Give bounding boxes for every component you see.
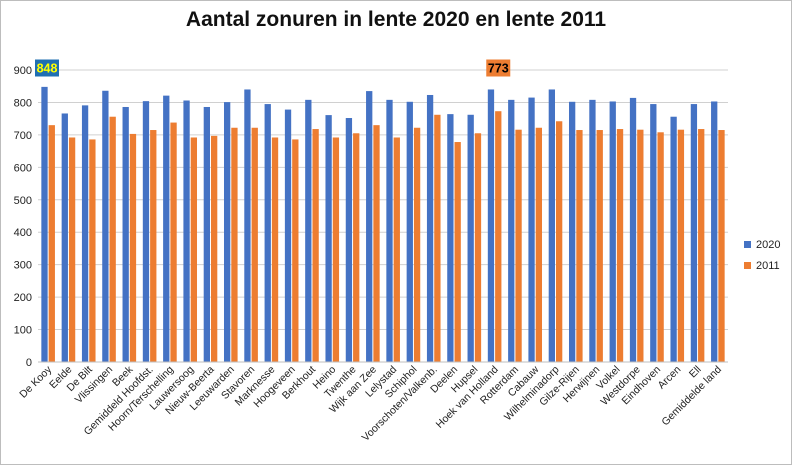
y-tick-label: 400 [14, 227, 32, 239]
bar-2020 [690, 104, 698, 363]
bar-2011 [332, 137, 340, 362]
bar-2011 [535, 127, 543, 362]
bar-2020 [183, 100, 190, 363]
bar-2020 [163, 95, 170, 363]
bar-2011 [353, 133, 360, 362]
bar-2020 [609, 101, 616, 363]
bar-2011 [292, 139, 299, 362]
bar-2011 [190, 137, 198, 362]
data-label: 773 [488, 62, 509, 76]
legend-item: 2020 [744, 234, 780, 255]
data-label-box [486, 59, 511, 77]
bar-2011 [596, 130, 603, 362]
bar-2020 [223, 102, 231, 363]
bar-2020 [508, 99, 515, 363]
bar-2011 [576, 130, 583, 362]
y-tick-label: 800 [14, 97, 32, 109]
bar-2011 [170, 122, 177, 362]
bar-2011 [454, 142, 461, 362]
bar-2020 [264, 104, 271, 363]
legend-item: 2011 [744, 255, 780, 276]
bar-2011 [68, 137, 76, 362]
bar-2011 [677, 129, 685, 362]
bar-2020 [589, 99, 596, 363]
legend-swatch [744, 262, 751, 269]
bar-2011 [616, 129, 624, 362]
data-label: 848 [37, 62, 58, 76]
y-tick-label: 0 [26, 357, 32, 369]
bar-2011 [515, 129, 522, 362]
bar-2011 [698, 129, 705, 362]
y-tick-label: 700 [14, 130, 32, 142]
legend-swatch [744, 241, 751, 248]
y-tick-label: 200 [14, 292, 32, 304]
bar-2011 [434, 114, 441, 362]
bar-2020 [711, 101, 718, 363]
bar-2011 [413, 127, 421, 362]
bar-2011 [474, 133, 482, 362]
bar-2020 [406, 101, 413, 362]
bar-2020 [41, 86, 48, 363]
bar-2020 [487, 89, 495, 362]
bar-2020 [61, 113, 68, 362]
bar-2020 [122, 106, 129, 362]
bar-2020 [203, 106, 210, 362]
bar-2011 [109, 116, 116, 362]
y-tick-label: 900 [14, 65, 32, 77]
bar-2020 [284, 109, 292, 363]
bar-2011 [393, 137, 400, 362]
bar-2011 [231, 127, 238, 362]
bar-2020 [345, 118, 353, 362]
bar-2011 [251, 127, 258, 362]
bar-2011 [657, 132, 664, 362]
x-tick-label: Arcen [655, 364, 683, 392]
bar-2020 [568, 101, 576, 362]
bar-2020 [629, 97, 637, 362]
y-tick-label: 500 [14, 195, 32, 207]
bar-2020 [426, 94, 434, 362]
bar-2020 [142, 101, 150, 362]
bar-2020 [670, 116, 677, 362]
bar-2020 [102, 90, 109, 363]
bar-2020 [244, 89, 251, 362]
chart-title: Aantal zonuren in lente 2020 en lente 20… [185, 8, 607, 31]
data-label-box [35, 59, 59, 77]
bar-2020 [305, 99, 312, 363]
bar-2020 [386, 99, 393, 363]
bar-2011 [495, 111, 502, 363]
bar-2020 [81, 105, 89, 362]
legend-label: 2011 [756, 259, 780, 272]
bar-2020 [548, 89, 555, 362]
bar-2020 [650, 104, 657, 363]
bar-2011 [271, 137, 279, 362]
bar-2011 [89, 139, 96, 362]
y-tick-label: 100 [14, 325, 32, 337]
bar-2011 [373, 125, 380, 363]
bar-2020 [366, 91, 373, 362]
bar-2011 [556, 121, 563, 362]
y-tick-label: 600 [14, 162, 32, 174]
legend: 2020 2011 [744, 234, 780, 276]
bar-2020 [325, 115, 332, 362]
bar-2011 [637, 129, 644, 362]
bar-2020 [467, 114, 474, 362]
bar-2011 [312, 129, 319, 362]
legend-label: 2020 [756, 238, 781, 251]
bar-2011 [211, 135, 218, 362]
y-tick-label: 300 [14, 260, 32, 272]
bar-2020 [447, 114, 454, 362]
bar-2011 [150, 130, 157, 362]
bar-2011 [48, 125, 55, 363]
bar-2011 [718, 130, 725, 362]
bar-2011 [129, 133, 137, 362]
bar-2020 [528, 97, 535, 363]
